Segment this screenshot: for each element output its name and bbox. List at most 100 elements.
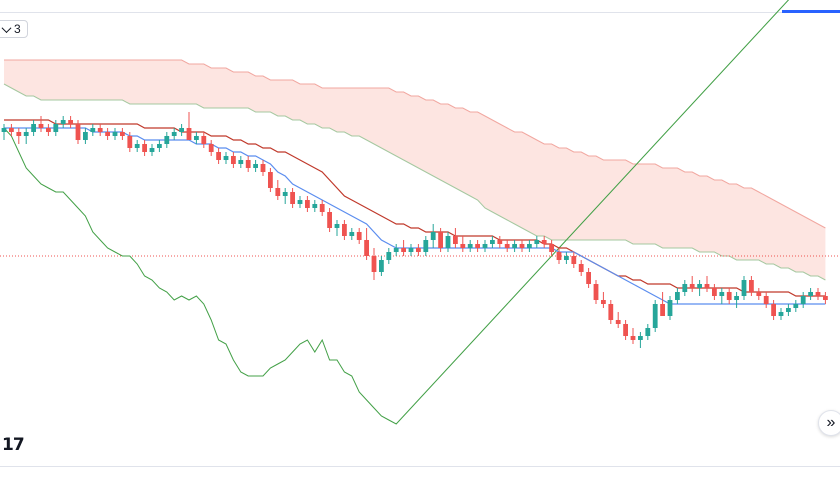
candle-body (430, 232, 436, 240)
candle-body (305, 200, 310, 208)
candle-body (697, 284, 702, 288)
candle-body (164, 136, 170, 144)
candle-body (253, 164, 258, 168)
candle-body (719, 292, 725, 296)
candle-body (504, 244, 510, 248)
candle-body (667, 300, 673, 316)
candle-body (231, 156, 236, 164)
candle-body (127, 136, 133, 148)
candle-body (823, 296, 828, 300)
candle-body (645, 328, 651, 336)
candle-body (112, 132, 118, 136)
candle-body (38, 124, 44, 128)
candle-body (534, 240, 540, 244)
candle-body (364, 240, 369, 256)
candle-body (549, 244, 554, 252)
candle-body (467, 244, 473, 248)
candle-body (608, 304, 614, 320)
candle-body (438, 232, 443, 248)
candle-body (482, 244, 488, 248)
candle-body (749, 280, 754, 292)
candle-body (793, 304, 799, 308)
candle-body (9, 128, 14, 132)
candle-body (734, 296, 739, 300)
candle-body (371, 256, 377, 272)
active-tab-indicator (782, 10, 840, 13)
chevron-down-icon (1, 22, 12, 33)
senkou-span-a-line (3, 83, 826, 281)
legend-collapse-button[interactable]: 3 (0, 20, 28, 38)
candle-body (208, 144, 214, 152)
candle-body (497, 240, 503, 244)
candle-body (349, 232, 355, 236)
candle-body (83, 132, 88, 140)
candle-body (149, 148, 155, 152)
scroll-to-realtime-button[interactable]: » (818, 410, 840, 436)
candle-body (216, 152, 221, 160)
candle-body (571, 256, 577, 264)
candle-body (334, 224, 340, 228)
candle-body (423, 240, 429, 252)
candle-body (615, 320, 621, 324)
candle-body (771, 304, 776, 316)
candle-body (756, 292, 762, 296)
candle-body (778, 312, 784, 316)
candle-body (689, 284, 695, 288)
candle-body (297, 200, 303, 204)
ichimoku-cloud (4, 60, 826, 280)
candle-body (1, 128, 7, 132)
candle-body (312, 204, 318, 208)
candle-body (23, 132, 29, 136)
candle-body (319, 204, 325, 212)
candle-body (763, 296, 769, 304)
candle-body (638, 336, 643, 340)
candle-body (245, 160, 251, 168)
candle-body (275, 188, 281, 196)
candle-body (527, 244, 532, 248)
candle-body (97, 128, 103, 132)
candle-body (356, 232, 362, 240)
candle-body (630, 336, 636, 340)
candle-body (60, 120, 66, 124)
candle-body (704, 284, 710, 288)
candle-body (282, 192, 288, 196)
candle-body (490, 240, 495, 244)
candle-body (90, 128, 96, 132)
candle-body (808, 292, 813, 296)
senkou-span-b-line (4, 59, 826, 229)
candle-body (586, 272, 591, 284)
candle-body (393, 248, 399, 252)
candle-body (564, 256, 569, 260)
kijun-sen-line (4, 119, 826, 297)
tenkan-sen-line (4, 127, 826, 305)
candle-body (741, 280, 747, 296)
candle-body (223, 156, 229, 160)
candle-body (53, 124, 59, 132)
candle-body (682, 284, 688, 292)
candle-body (68, 120, 73, 124)
logo-text: 17 (2, 435, 25, 455)
candle-body (290, 192, 295, 204)
candle-body (623, 324, 628, 336)
candle-body (512, 244, 517, 248)
tradingview-logo-icon[interactable]: 17 (0, 432, 30, 458)
candle-body (556, 252, 562, 260)
candle-body (134, 144, 140, 148)
candle-body (186, 128, 192, 140)
candle-body (601, 300, 606, 304)
candle-body (475, 244, 480, 248)
candle-body (578, 264, 584, 272)
candle-body (453, 236, 458, 244)
candle-body (786, 308, 791, 312)
candle-body (386, 252, 392, 260)
candle-body (416, 248, 421, 252)
candle-body (460, 244, 466, 248)
candle-body (541, 240, 547, 244)
candle-body (142, 144, 147, 152)
candle-body (652, 304, 658, 328)
candle-body (201, 136, 207, 144)
candle-body (660, 304, 665, 316)
candle-body (815, 292, 821, 296)
